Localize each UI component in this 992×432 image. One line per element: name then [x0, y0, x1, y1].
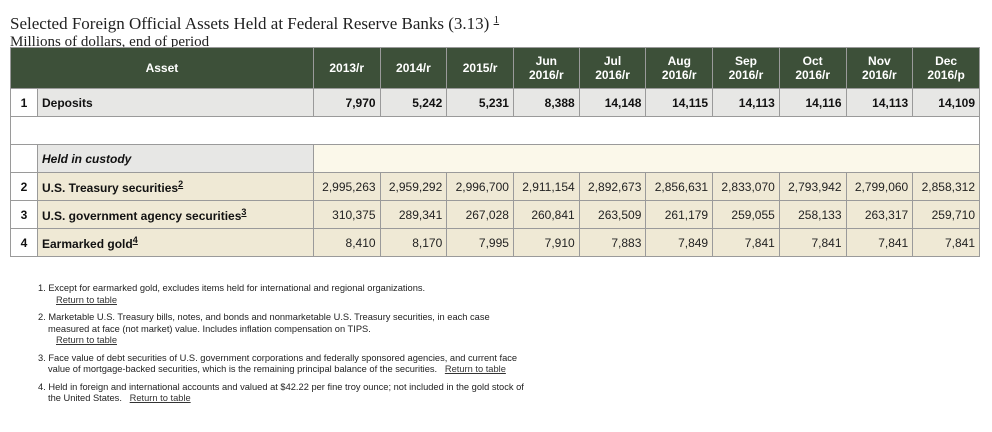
cell-value: 7,849	[645, 228, 714, 257]
column-header: 2014/r	[379, 47, 448, 89]
footnote-link-4[interactable]: 4	[132, 234, 138, 245]
cell-value: 2,996,700	[446, 172, 514, 201]
row-number: 4	[10, 228, 38, 257]
cell-value: 7,970	[312, 88, 381, 117]
column-header: Sep 2016/r	[712, 47, 780, 89]
footnote-link-3[interactable]: 3	[241, 206, 247, 217]
column-header: 2013/r	[312, 47, 381, 89]
row-label: Deposits	[37, 88, 314, 117]
cell-value: 7,883	[578, 228, 647, 257]
return-to-table-link[interactable]: Return to table	[444, 364, 506, 374]
cell-value: 7,841	[712, 228, 780, 257]
cell-value: 263,509	[578, 200, 647, 229]
footnote-1: 1. Except for earmarked gold, excludes i…	[38, 283, 426, 305]
cell-value: 2,833,070	[712, 172, 780, 201]
cell-value: 2,892,673	[578, 172, 647, 201]
cell-value: 263,317	[845, 200, 914, 229]
cell-value: 8,388	[512, 88, 580, 117]
return-to-table-link[interactable]: Return to table	[56, 335, 117, 345]
cell-value: 7,995	[446, 228, 514, 257]
footnote-3: 3. Face value of debt securities of U.S.…	[38, 352, 518, 375]
footnotes: 1. Except for earmarked gold, excludes i…	[38, 283, 528, 411]
cell-value: 5,242	[379, 88, 448, 117]
cell-value: 2,858,312	[912, 172, 980, 201]
cell-value: 8,170	[379, 228, 448, 257]
cell-value: 14,109	[912, 88, 980, 117]
cell-value: 2,995,263	[312, 172, 381, 201]
table-row-treasury: 2 U.S. Treasury securities2 2,995,263 2,…	[10, 172, 980, 201]
row-number: 2	[10, 172, 38, 201]
section-row-held-in-custody: Held in custody	[10, 144, 981, 173]
assets-table: Asset 2013/r 2014/r 2015/r Jun 2016/r Jul…	[10, 47, 981, 257]
table-row-agency: 3 U.S. government agency securities3 310…	[10, 200, 980, 229]
column-header: Dec 2016/p	[912, 47, 980, 89]
cell-value: 7,910	[512, 228, 580, 257]
cell-value: 289,341	[379, 200, 448, 229]
return-to-table-link[interactable]: Return to table	[56, 294, 117, 305]
cell-value: 14,113	[845, 88, 914, 117]
cell-value: 7,841	[912, 228, 980, 257]
cell-value: 310,375	[312, 200, 381, 229]
title-block: Selected Foreign Official Assets Held at…	[10, 10, 499, 50]
row-label: Earmarked gold4	[37, 228, 314, 257]
footnote-link-2[interactable]: 2	[178, 178, 184, 189]
page-title: Selected Foreign Official Assets Held at…	[10, 10, 499, 34]
page-title-text: Selected Foreign Official Assets Held at…	[10, 14, 490, 33]
cell-value: 267,028	[446, 200, 514, 229]
row-label: U.S. government agency securities3	[37, 200, 314, 229]
return-to-table-link[interactable]: Return to table	[129, 393, 191, 403]
title-footnote-link[interactable]: 1	[493, 14, 500, 26]
page-subtitle: Millions of dollars, end of period	[10, 34, 210, 50]
cell-value: 259,710	[912, 200, 980, 229]
cell-value: 259,055	[712, 200, 780, 229]
cell-value: 5,231	[446, 88, 514, 117]
cell-value: 260,841	[512, 200, 580, 229]
cell-value: 2,959,292	[379, 172, 448, 201]
cell-value: 258,133	[778, 200, 847, 229]
column-header: Oct 2016/r	[778, 47, 847, 89]
row-label: U.S. Treasury securities2	[37, 172, 314, 201]
cell-value: 261,179	[645, 200, 714, 229]
footnote-2: 2. Marketable U.S. Treasury bills, notes…	[38, 312, 490, 345]
cell-value: 14,148	[578, 88, 647, 117]
table-row-deposits: 1 Deposits 7,970 5,242 5,231 8,388 14,14…	[10, 88, 980, 117]
cell-value: 7,841	[845, 228, 914, 257]
row-number: 1	[10, 88, 38, 117]
column-header: 2015/r	[446, 47, 514, 89]
section-label: Held in custody	[37, 144, 314, 173]
cell-value: 14,115	[645, 88, 714, 117]
column-header: Jul 2016/r	[578, 47, 647, 89]
footnote-4: 4. Held in foreign and international acc…	[38, 381, 524, 404]
column-header: Jun 2016/r	[512, 47, 580, 89]
cell-value: 14,116	[778, 88, 847, 117]
column-header-asset: Asset	[10, 47, 314, 89]
row-number: 3	[10, 200, 38, 229]
column-header: Aug 2016/r	[645, 47, 714, 89]
cell-value: 2,793,942	[778, 172, 847, 201]
cell-value: 2,799,060	[845, 172, 914, 201]
cell-value: 14,113	[712, 88, 780, 117]
cell-value: 7,841	[778, 228, 847, 257]
column-header: Nov 2016/r	[845, 47, 914, 89]
table-row-gold: 4 Earmarked gold4 8,410 8,170 7,995 7,91…	[10, 228, 980, 257]
header-row: Asset 2013/r 2014/r 2015/r Jun 2016/r Jul…	[10, 47, 980, 89]
spacer-row	[10, 116, 980, 145]
cell-value: 2,911,154	[512, 172, 580, 201]
cell-value: 8,410	[312, 228, 381, 257]
cell-value: 2,856,631	[645, 172, 714, 201]
